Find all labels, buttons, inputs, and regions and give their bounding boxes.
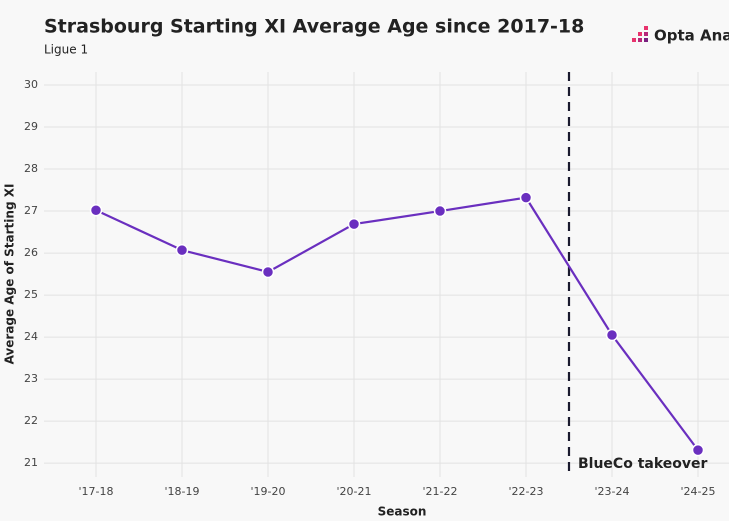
x-tick-label: '19-20 bbox=[251, 485, 286, 498]
brand: Opta Analy bbox=[654, 27, 729, 45]
data-point bbox=[347, 217, 361, 231]
x-tick-label: '21-22 bbox=[423, 485, 458, 498]
series-line bbox=[95, 196, 699, 451]
x-tick-label: '22-23 bbox=[509, 485, 544, 498]
y-tick-label: 26 bbox=[24, 246, 38, 259]
y-tick-label: 21 bbox=[24, 456, 38, 469]
y-tick-label: 28 bbox=[24, 162, 38, 175]
y-tick-label: 27 bbox=[24, 204, 38, 217]
x-tick-label: '17-18 bbox=[79, 485, 114, 498]
y-tick-label: 29 bbox=[24, 120, 38, 133]
y-tick-label: 30 bbox=[24, 78, 38, 91]
brand-logo bbox=[632, 26, 648, 42]
chart-title: Strasbourg Starting XI Average Age since… bbox=[44, 16, 584, 38]
x-tick-label: '23-24 bbox=[595, 485, 630, 498]
x-tick-label: '20-21 bbox=[337, 485, 372, 498]
y-tick-label: 23 bbox=[24, 372, 38, 385]
annotation: BlueCo takeover bbox=[578, 456, 708, 472]
data-point bbox=[433, 204, 447, 218]
x-tick-label: '18-19 bbox=[165, 485, 200, 498]
x-axis-label: Season bbox=[378, 505, 427, 519]
data-point bbox=[89, 203, 103, 217]
y-tick-label: 24 bbox=[24, 330, 38, 343]
data-point bbox=[605, 328, 619, 342]
data-point bbox=[175, 243, 189, 257]
data-point bbox=[261, 265, 275, 279]
data-point bbox=[519, 191, 533, 204]
x-tick-label: '24-25 bbox=[681, 485, 716, 498]
chart-subtitle: Ligue 1 bbox=[44, 43, 88, 57]
y-tick-label: 25 bbox=[24, 288, 38, 301]
data-point bbox=[691, 443, 705, 457]
y-axis-label: Average Age of Starting XI bbox=[3, 184, 17, 365]
y-tick-label: 22 bbox=[24, 414, 38, 427]
